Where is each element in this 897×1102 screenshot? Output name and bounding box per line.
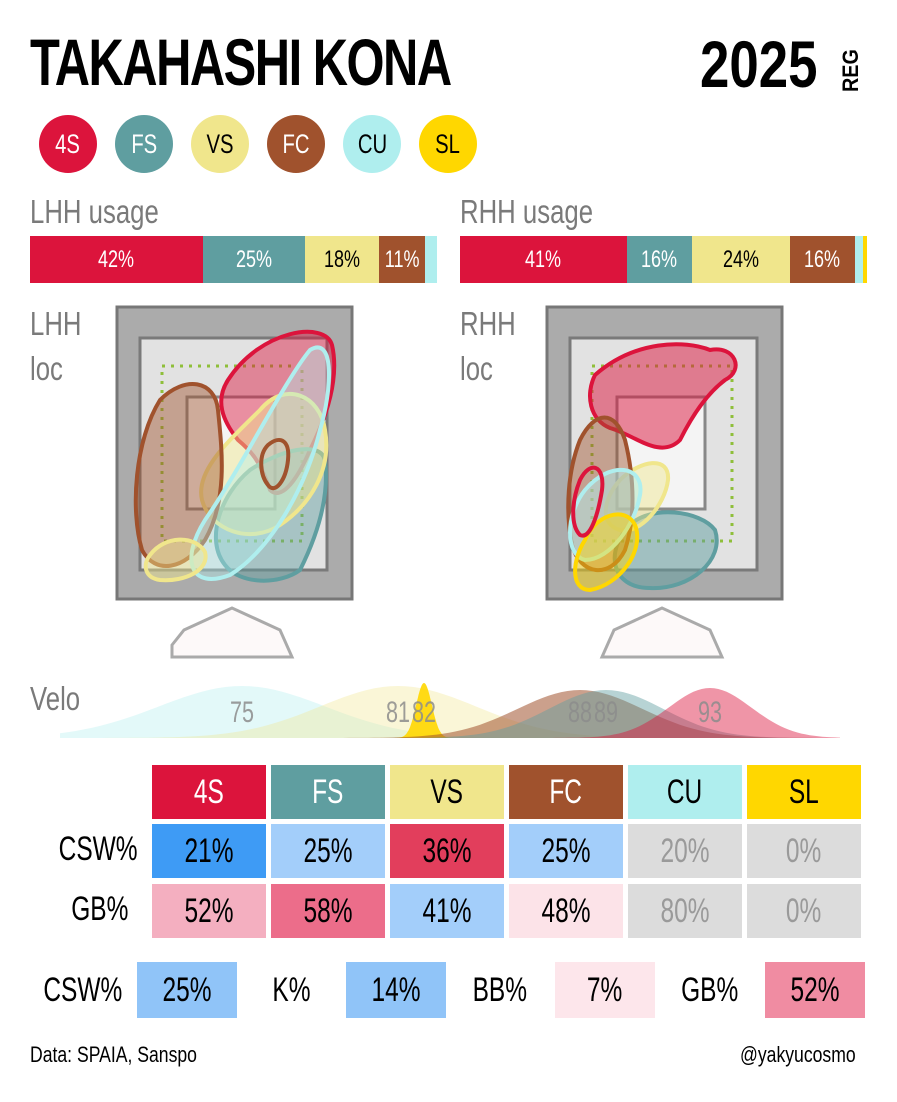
lhh-usage-bar: 42% 25% 18% 11% [30, 236, 437, 283]
usage-segment-fs: 25% [202, 236, 306, 283]
rhh-usage-bar: 41% 16% 24% 16% [460, 236, 867, 283]
lhh-location-plot [115, 305, 354, 659]
table-cell: 36% [390, 824, 504, 878]
rhh-loc-label-line2: loc [460, 350, 493, 387]
summary-label-k: K% [271, 970, 311, 1009]
velo-curve-fs [377, 690, 835, 738]
lhh-zone-vs-low [143, 537, 208, 583]
data-source: Data: SPAIA, Sanspo [30, 1042, 197, 1067]
rhh-zone-4s-low [571, 465, 605, 538]
table-cell: 58% [271, 884, 385, 938]
usage-segment-sl [862, 236, 867, 283]
velo-curve-fc [330, 690, 830, 738]
column-header-cu: CU [628, 765, 742, 819]
column-header-sl: SL [747, 765, 861, 819]
velo-curve-vs [86, 686, 710, 738]
table-cell: 48% [509, 884, 623, 938]
player-name: TAKAHASHI KONA [30, 25, 452, 99]
legend-chip-vs: VS [191, 115, 249, 173]
velo-peak-label-fs: 89 [594, 694, 618, 728]
velo-peak-label-vs: 81 [386, 694, 410, 728]
column-header-4s: 4S [152, 765, 266, 819]
legend-chip-cu: CU [343, 115, 401, 173]
season-tag: REG [838, 49, 863, 92]
summary-value-bb: 7% [555, 962, 655, 1018]
lhh-zone-fc-inner [259, 438, 291, 491]
column-header-fc: FC [509, 765, 623, 819]
strike-zone [590, 364, 734, 543]
usage-segment-fc: 11% [379, 236, 425, 283]
summary-value-csw: 25% [137, 962, 237, 1018]
usage-segment-cu [854, 236, 863, 283]
lhh-zone-fc [133, 382, 224, 568]
velo-peak-label-cu: 75 [230, 694, 254, 728]
strike-zone [160, 364, 304, 543]
season-year: 2025 [700, 27, 818, 101]
row-label-gb: GB% [70, 890, 128, 928]
velo-curve-4s [543, 688, 840, 738]
usage-segment-cu [424, 236, 437, 283]
lhh-zone-4s [219, 329, 337, 495]
rhh-zone-4s [588, 342, 738, 450]
summary-label-bb: BB% [472, 970, 528, 1009]
table-cell: 0% [747, 824, 861, 878]
table-cell: 52% [152, 884, 266, 938]
table-cell: 0% [747, 884, 861, 938]
velo-label: Velo [30, 680, 81, 717]
column-header-fs: FS [271, 765, 385, 819]
legend-chip-fs: FS [115, 115, 173, 173]
rhh-zone-sl [573, 512, 640, 593]
rhh-zone-fs [612, 510, 719, 591]
table-cell: 25% [271, 824, 385, 878]
row-label-csw: CSW% [58, 830, 138, 868]
lhh-loc-label-line1: LHH [30, 305, 82, 342]
summary-value-k: 14% [346, 962, 446, 1018]
table-cell: 41% [390, 884, 504, 938]
usage-segment-fs: 16% [626, 236, 692, 283]
table-cell: 80% [628, 884, 742, 938]
velo-curve-sl [392, 683, 455, 738]
legend-chip-sl: SL [419, 115, 477, 173]
column-header-vs: VS [390, 765, 504, 819]
lhh-loc-label-line2: loc [30, 350, 63, 387]
summary-label-csw: CSW% [43, 970, 123, 1009]
velo-peak-label-sl: 82 [412, 694, 436, 728]
summary-value-gb: 52% [765, 962, 865, 1018]
velo-peak-label-4s: 93 [698, 694, 722, 728]
lhh-usage-label: LHH usage [30, 193, 159, 230]
home-plate [599, 606, 725, 659]
velocity-distribution-chart: 75 81 82 88 89 93 [60, 683, 840, 738]
rhh-location-plot [545, 305, 784, 659]
author-handle: @yakyucosmo [740, 1042, 856, 1067]
usage-segment-vs: 18% [305, 236, 380, 283]
usage-segment-4s: 41% [460, 236, 627, 283]
rhh-usage-label: RHH usage [460, 193, 594, 230]
legend-chip-fc: FC [267, 115, 325, 173]
table-cell: 20% [628, 824, 742, 878]
rhh-loc-label-line1: RHH [460, 305, 516, 342]
legend-chip-4s: 4S [39, 115, 97, 173]
velo-curve-cu [60, 686, 575, 738]
home-plate [170, 606, 295, 659]
summary-label-gb: GB% [681, 970, 739, 1009]
velo-peak-label-fc: 88 [568, 694, 592, 728]
usage-segment-vs: 24% [691, 236, 790, 283]
table-cell: 21% [152, 824, 266, 878]
table-cell: 25% [509, 824, 623, 878]
usage-segment-4s: 42% [30, 236, 203, 283]
usage-segment-fc: 16% [789, 236, 855, 283]
